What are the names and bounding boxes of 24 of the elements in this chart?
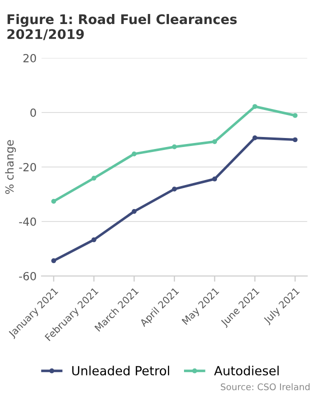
point bbox=[132, 151, 137, 156]
source-note: Source: CSO Ireland bbox=[220, 383, 310, 390]
point bbox=[252, 104, 258, 109]
legend-label: Autodiesel bbox=[214, 366, 279, 376]
point bbox=[292, 137, 298, 142]
point bbox=[172, 144, 177, 150]
legend-label: Unleaded Petrol bbox=[72, 366, 170, 376]
point bbox=[132, 208, 137, 214]
y-axis-title: % change bbox=[5, 140, 16, 194]
y-tick-label: -40 bbox=[19, 217, 36, 226]
point bbox=[172, 186, 177, 192]
point bbox=[212, 139, 218, 144]
y-tick-label: -20 bbox=[19, 162, 36, 172]
point bbox=[51, 198, 56, 204]
y-tick-label: -60 bbox=[19, 272, 36, 280]
point bbox=[91, 237, 96, 242]
y-tick-label: 0 bbox=[30, 108, 36, 117]
chart-title: Figure 1: Road Fuel Clearances 2021/2019 bbox=[7, 14, 237, 40]
point bbox=[292, 113, 298, 118]
point bbox=[91, 176, 96, 181]
point bbox=[252, 135, 258, 140]
point bbox=[51, 258, 56, 264]
y-tick-label: 20 bbox=[23, 54, 36, 62]
point bbox=[212, 176, 218, 182]
